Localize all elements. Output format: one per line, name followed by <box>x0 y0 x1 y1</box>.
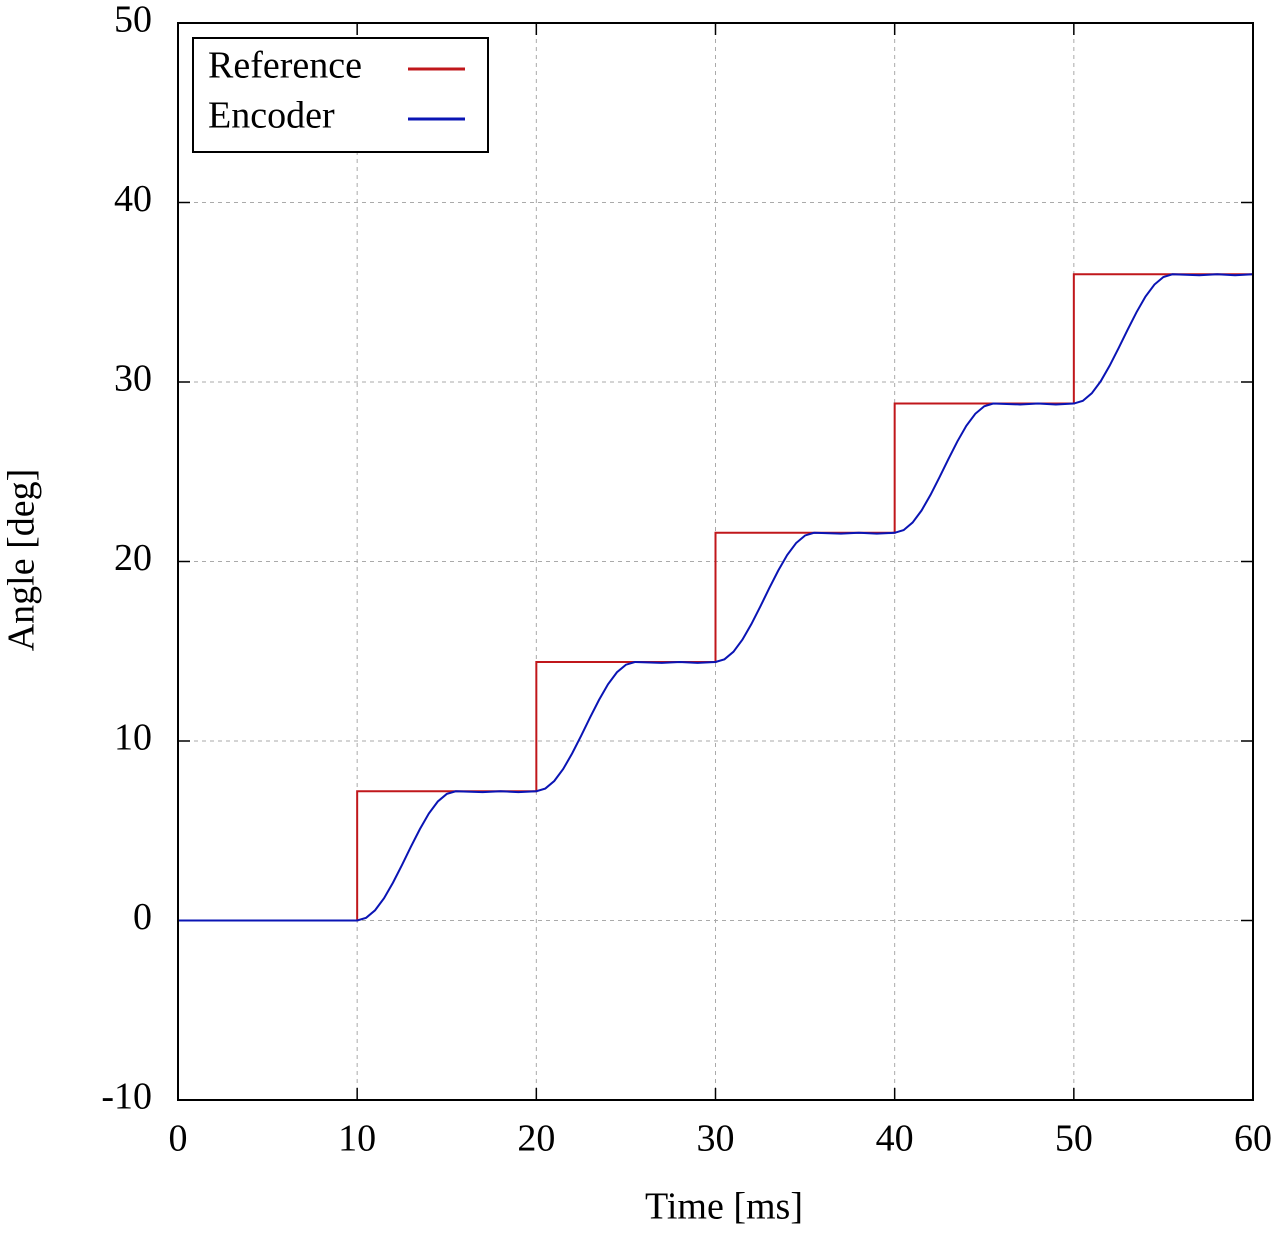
x-tick-label: 50 <box>1055 1118 1093 1160</box>
legend-label: Reference <box>208 45 362 87</box>
y-tick-label: 50 <box>114 0 152 41</box>
legend-label: Encoder <box>208 95 335 137</box>
y-tick-label: 10 <box>114 717 152 759</box>
x-axis-label: Time [ms] <box>645 1186 803 1228</box>
y-tick-label: 0 <box>133 896 152 938</box>
x-tick-label: 60 <box>1234 1118 1272 1160</box>
y-tick-label: 30 <box>114 358 152 400</box>
y-axis-label: Angle [deg] <box>1 469 43 652</box>
line-series <box>178 273 1254 922</box>
x-tick-label: 30 <box>697 1118 735 1160</box>
y-tick-label: 40 <box>114 178 152 220</box>
y-tick-label: -10 <box>101 1076 152 1118</box>
x-tick-label: 20 <box>517 1118 555 1160</box>
y-tick-label: 20 <box>114 537 152 579</box>
x-tick-label: 40 <box>876 1118 914 1160</box>
x-tick-label: 0 <box>169 1118 188 1160</box>
x-tick-label: 10 <box>338 1118 376 1160</box>
plot-frame <box>177 22 1254 1101</box>
line-series <box>178 145 1254 922</box>
legend-box <box>192 37 489 153</box>
